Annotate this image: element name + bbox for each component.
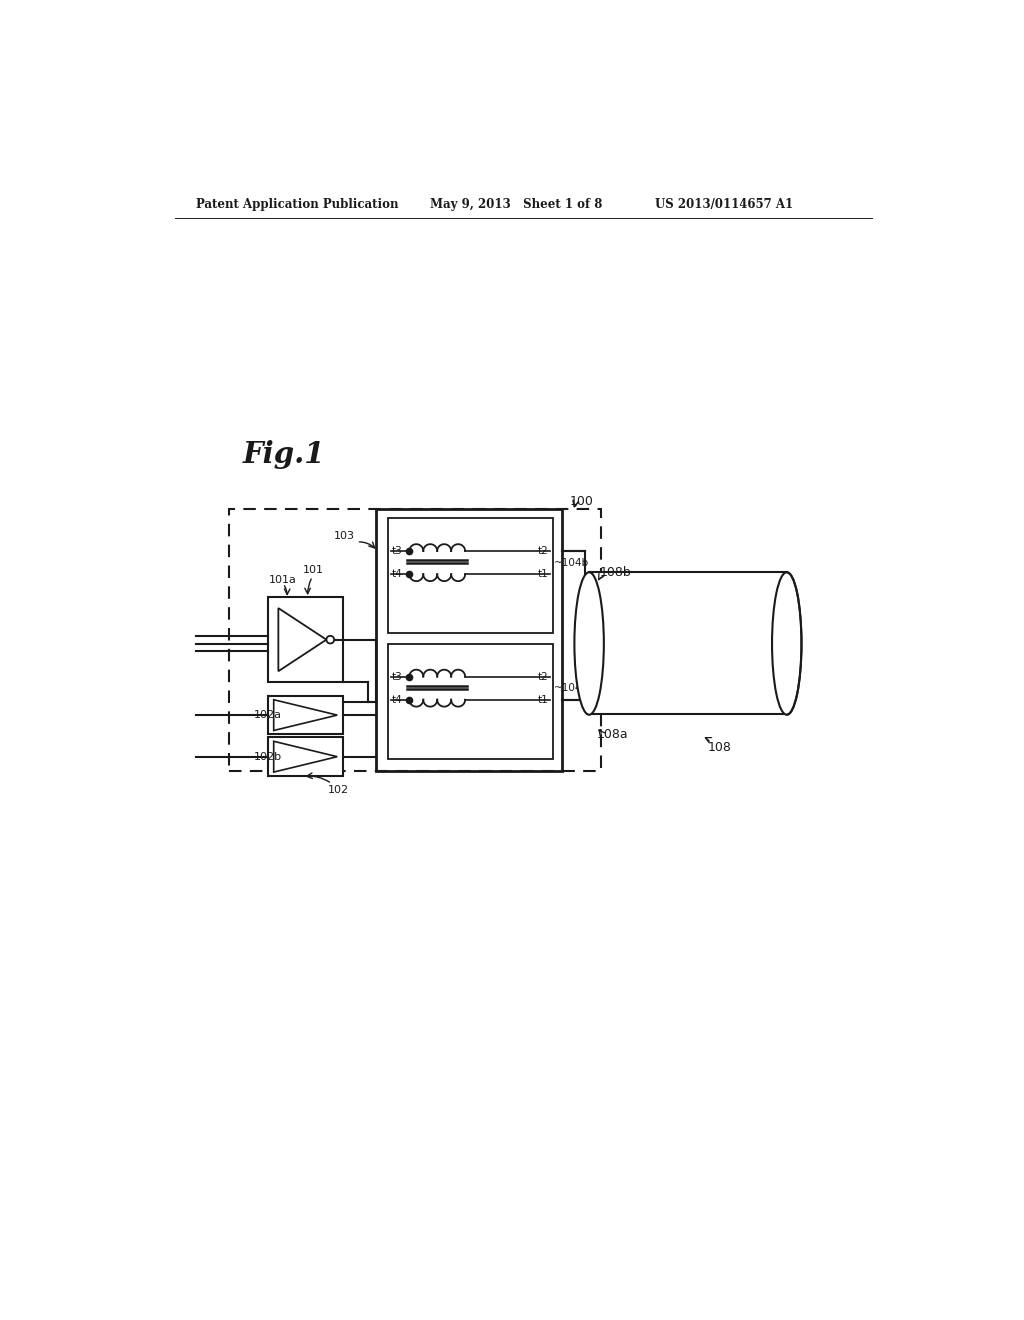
- Text: 108: 108: [708, 741, 731, 754]
- Text: t1: t1: [538, 569, 549, 579]
- Text: t1: t1: [538, 694, 549, 705]
- Circle shape: [327, 636, 334, 644]
- FancyBboxPatch shape: [589, 572, 786, 714]
- Text: US 2013/0114657 A1: US 2013/0114657 A1: [655, 198, 794, 211]
- Text: 108b: 108b: [600, 566, 632, 579]
- Text: 103: 103: [334, 531, 354, 541]
- Text: 102: 102: [328, 785, 349, 795]
- Text: t2: t2: [538, 546, 549, 556]
- Text: 108a: 108a: [597, 727, 629, 741]
- Text: t4: t4: [391, 694, 402, 705]
- Text: 101: 101: [302, 565, 324, 576]
- Text: t3: t3: [391, 672, 402, 681]
- FancyBboxPatch shape: [267, 696, 343, 734]
- Text: ~104b: ~104b: [554, 557, 590, 568]
- Text: 100: 100: [569, 495, 594, 508]
- Text: May 9, 2013   Sheet 1 of 8: May 9, 2013 Sheet 1 of 8: [430, 198, 603, 211]
- Text: t4: t4: [391, 569, 402, 579]
- Text: t2: t2: [538, 672, 549, 681]
- Text: 102a: 102a: [254, 710, 282, 721]
- Ellipse shape: [772, 573, 802, 714]
- Text: t3: t3: [391, 546, 402, 556]
- Text: 101a: 101a: [269, 576, 297, 585]
- Ellipse shape: [574, 573, 604, 714]
- Text: Patent Application Publication: Patent Application Publication: [197, 198, 398, 211]
- Text: 102b: 102b: [254, 751, 282, 762]
- Text: ~104a: ~104a: [554, 684, 589, 693]
- FancyBboxPatch shape: [267, 598, 343, 682]
- Text: Fig.1: Fig.1: [243, 441, 326, 470]
- FancyBboxPatch shape: [267, 738, 343, 776]
